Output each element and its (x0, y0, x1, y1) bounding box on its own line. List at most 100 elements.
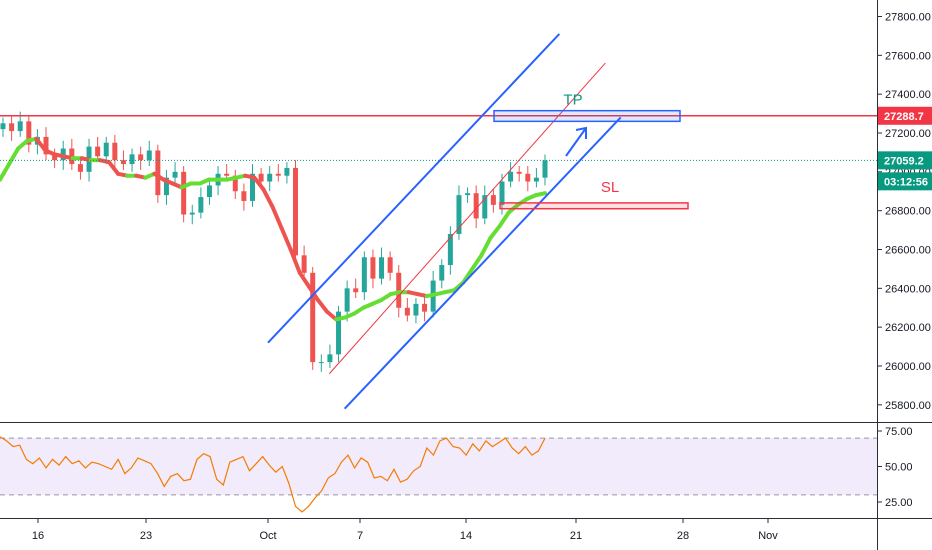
candle-body (0, 123, 6, 130)
candle (508, 162, 514, 188)
rsi-line (0, 436, 546, 513)
candle-body (310, 272, 316, 363)
tp-label: TP (563, 92, 582, 109)
channel-upper-line[interactable] (267, 33, 561, 344)
countdown-badge-text: 03:12:56 (884, 176, 928, 188)
candle (249, 164, 255, 207)
candle-body (52, 154, 58, 161)
candle-body (249, 173, 255, 201)
candle-body (120, 160, 126, 165)
sl-box[interactable] (499, 202, 689, 210)
candle-body (77, 164, 83, 172)
drawing-annotations[interactable]: TP SL (0, 33, 877, 410)
indicator-pane[interactable] (0, 436, 877, 513)
candle (146, 140, 152, 167)
candle-body (473, 193, 479, 219)
candle-body (344, 288, 350, 312)
ma-segment (461, 266, 475, 285)
candle (241, 183, 247, 211)
candle (284, 162, 290, 184)
candle-body (146, 150, 152, 161)
candle-body (258, 173, 264, 182)
ma-segment (34, 136, 48, 153)
candle (189, 204, 195, 225)
channel-lower-line[interactable] (343, 116, 622, 410)
price-tick-label: 26600.00 (885, 245, 931, 257)
candle-body (181, 171, 187, 215)
candle-body (404, 307, 410, 316)
price-tick-label: 27200.00 (885, 128, 931, 140)
candle-body (456, 195, 462, 234)
candle (232, 169, 238, 200)
candle-body (336, 311, 342, 355)
candle-body (413, 303, 419, 316)
candle-body (370, 257, 376, 279)
rsi-band (0, 438, 877, 495)
price-tick-label: 26200.00 (885, 322, 931, 334)
ma-segment (0, 162, 12, 182)
candle-body (129, 154, 135, 165)
candle-body (189, 212, 195, 215)
price-tick-label: 27600.00 (885, 50, 931, 62)
candle-body (17, 121, 23, 132)
candle (404, 298, 410, 322)
candle (293, 160, 299, 266)
channel-mid-line[interactable] (328, 62, 606, 375)
arrow-shaft (565, 127, 587, 157)
time-tick-label: Nov (758, 530, 778, 542)
candle-body (542, 160, 548, 178)
candle-body (361, 257, 367, 293)
candle-body (422, 303, 428, 312)
candle (439, 259, 445, 289)
candle (379, 247, 385, 285)
candle-body (387, 257, 393, 273)
candle-body (353, 288, 359, 293)
ma-segment (107, 160, 121, 176)
countdown-badge[interactable]: 03:12:56 (878, 172, 932, 191)
candle (301, 245, 307, 279)
time-tick-label: 16 (32, 530, 44, 542)
candle (422, 296, 428, 322)
ma-segment (288, 247, 302, 275)
ma-segment (479, 235, 493, 258)
candle-body (396, 272, 402, 308)
price-pane[interactable] (0, 111, 877, 372)
candle-body (490, 195, 496, 205)
tp-box[interactable] (493, 109, 681, 123)
candle-body (26, 121, 32, 145)
candle-body (103, 142, 109, 157)
candle (198, 187, 204, 219)
candle-body (155, 150, 161, 196)
last-price-badge-text: 27059.2 (884, 155, 924, 167)
candle (447, 226, 453, 275)
sl-label: SL (601, 179, 619, 196)
indicator-tick-label: 25.00 (885, 497, 913, 509)
candle (499, 173, 505, 215)
candle (95, 136, 101, 163)
ma-segment (533, 191, 547, 198)
candle (0, 117, 6, 137)
time-tick-label: 28 (677, 530, 689, 542)
last-price-badge[interactable]: 27059.2 (878, 151, 932, 170)
candle (327, 344, 333, 368)
candle (138, 146, 144, 170)
ma-segment (497, 210, 511, 229)
time-tick-label: 23 (140, 530, 152, 542)
indicator-tick-label: 75.00 (885, 426, 913, 438)
candle-body (327, 354, 333, 363)
trend-arrow-icon[interactable] (565, 126, 587, 157)
resistance-price-badge-text: 27288.7 (884, 111, 924, 123)
candle (172, 162, 178, 184)
ma-segment (261, 187, 275, 209)
last-price-badge-bg (878, 151, 932, 170)
candle (77, 158, 83, 180)
candle (482, 185, 488, 225)
price-tick-label: 27800.00 (885, 12, 931, 24)
resistance-price-badge[interactable]: 27288.7 (878, 106, 932, 125)
ma-segment (279, 226, 293, 252)
indicator-tick-label: 50.00 (885, 462, 913, 474)
candle-body (275, 173, 281, 176)
price-tick-label: 26800.00 (885, 206, 931, 218)
